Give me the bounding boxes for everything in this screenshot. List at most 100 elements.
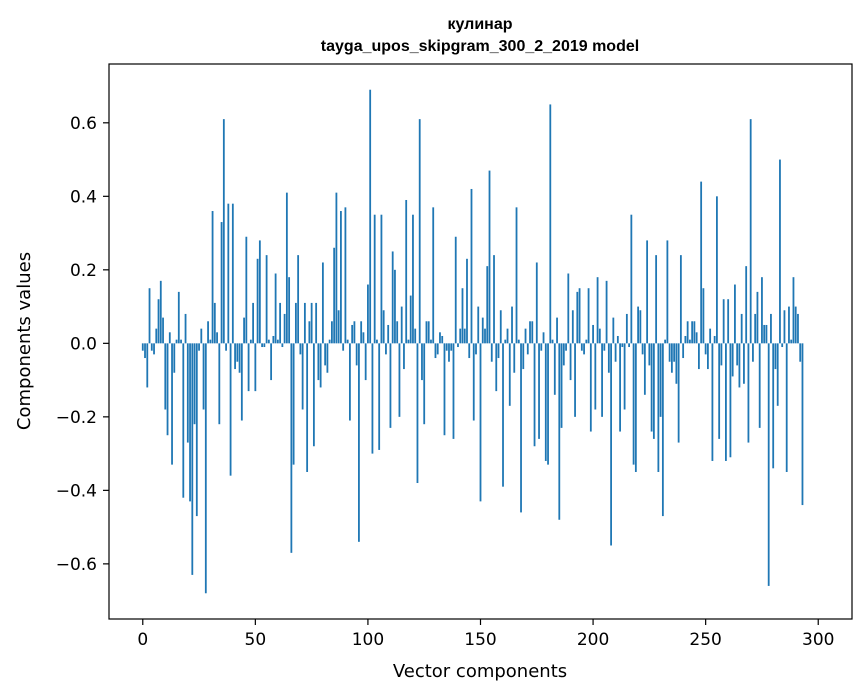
bar (240, 343, 243, 421)
bar (605, 280, 608, 344)
bar (770, 313, 772, 344)
bar (497, 343, 500, 359)
bar (326, 343, 329, 373)
bar (475, 343, 477, 355)
bar (292, 343, 295, 465)
bar (191, 343, 194, 575)
bar (731, 343, 734, 377)
bar (186, 343, 189, 443)
bar (657, 343, 660, 472)
bar (267, 339, 270, 344)
bar (198, 343, 200, 351)
bar (227, 203, 230, 344)
bar (263, 343, 266, 348)
bar (749, 119, 752, 344)
bar (763, 324, 766, 344)
bar (164, 343, 167, 410)
bar (299, 343, 302, 355)
bar (421, 343, 423, 381)
bar (177, 291, 180, 344)
bar (567, 273, 570, 344)
bar (155, 328, 158, 344)
bar (229, 343, 232, 476)
bar (612, 317, 615, 344)
bar (675, 343, 678, 384)
bar (195, 343, 198, 517)
bar (308, 321, 311, 344)
bar (720, 343, 723, 366)
bar (747, 343, 750, 443)
bar (632, 343, 635, 465)
bar (245, 236, 248, 344)
bar (578, 288, 581, 344)
plot-frame (108, 63, 853, 620)
bar (252, 302, 254, 344)
bar (718, 343, 721, 439)
bar (321, 262, 324, 344)
bar (765, 324, 768, 344)
bar (502, 343, 504, 487)
bar (144, 343, 146, 359)
bar (639, 310, 642, 344)
bar (666, 240, 669, 344)
bar (585, 339, 588, 344)
bar (556, 317, 558, 344)
bar (349, 343, 351, 421)
bar (434, 343, 437, 359)
bar (684, 335, 687, 344)
bar (682, 343, 685, 359)
bar (481, 317, 484, 344)
bar (310, 302, 313, 344)
bar (488, 170, 491, 344)
bar (382, 310, 385, 344)
bar (774, 343, 777, 370)
bar (495, 343, 498, 392)
bar (470, 188, 473, 344)
bar (738, 343, 741, 388)
bar (729, 343, 732, 458)
bar (319, 343, 322, 388)
chart-title: кулинар (447, 16, 512, 33)
bar (504, 339, 507, 344)
bar (686, 321, 689, 344)
bar (204, 343, 207, 594)
bar (150, 343, 153, 351)
bar (506, 328, 509, 344)
bar (168, 332, 171, 344)
bar (378, 343, 381, 450)
bar (542, 332, 545, 344)
bar (477, 306, 480, 344)
bar (758, 343, 761, 428)
bar (231, 203, 234, 344)
bar (463, 328, 466, 344)
bar (331, 321, 333, 344)
bar (610, 343, 612, 546)
bar (312, 343, 315, 447)
bar (297, 255, 300, 344)
bar (580, 343, 583, 351)
bar (454, 236, 457, 344)
bar (486, 266, 489, 344)
bar (171, 343, 173, 465)
bar (499, 310, 502, 344)
x-axis-ticks: 0 50 100 150 200 250 300 (137, 619, 834, 650)
bar (650, 343, 653, 432)
bar (207, 321, 209, 344)
bar (452, 343, 455, 439)
bar (596, 277, 599, 344)
bar (439, 332, 441, 344)
bar (700, 181, 703, 344)
bar (547, 343, 549, 465)
bar (216, 332, 218, 344)
bar (279, 302, 282, 344)
bar (391, 251, 394, 344)
bar (549, 104, 552, 344)
bar (162, 317, 164, 344)
bar (673, 343, 676, 362)
bar (607, 343, 610, 373)
bar (436, 343, 439, 355)
bar (801, 343, 804, 506)
bar (256, 258, 259, 344)
bar (193, 343, 196, 425)
